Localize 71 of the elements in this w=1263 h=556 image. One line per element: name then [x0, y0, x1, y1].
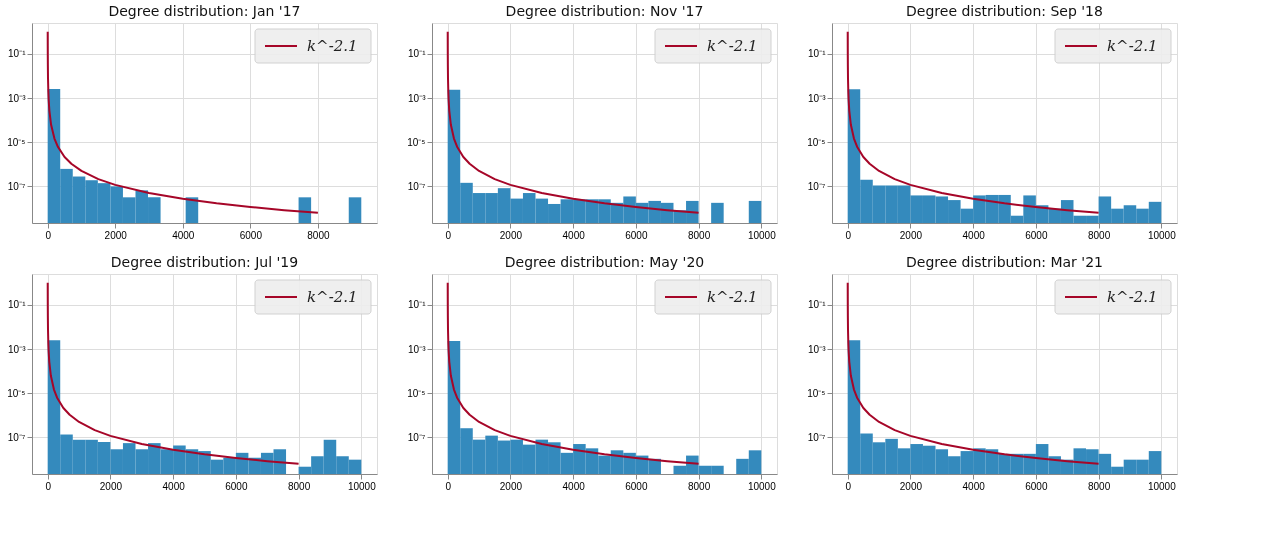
y-tick-label: 10⁻¹: [8, 299, 27, 311]
y-tick-label: 10⁻³: [808, 92, 827, 104]
y-tick-label: 10⁻¹: [808, 299, 827, 311]
x-tick-label: 0: [445, 229, 452, 241]
x-tick-label: 4000: [962, 480, 986, 492]
y-tick-label: 10⁻³: [8, 343, 27, 355]
x-tick-label: 10000: [347, 480, 377, 492]
chart-title: Degree distribution: May '20: [504, 254, 705, 270]
x-tick-label: 6000: [1025, 229, 1048, 241]
chart-title: Degree distribution: Sep '18: [906, 3, 1103, 19]
chart-title: Degree distribution: Jan '17: [108, 3, 301, 19]
y-tick-label: 10⁻³: [808, 343, 827, 355]
chart-title: Degree distribution: Mar '21: [906, 254, 1103, 270]
x-tick-label: 0: [45, 229, 52, 241]
y-tick-label: 10⁻³: [8, 92, 27, 104]
x-tick-label: 8000: [287, 480, 311, 492]
legend-label: k^-2.1: [1107, 37, 1158, 55]
x-tick-label: 10000: [747, 229, 777, 241]
x-tick-label: 10000: [747, 480, 777, 492]
y-tick-label: 10⁻⁷: [7, 431, 26, 443]
x-tick-label: 4000: [562, 229, 586, 241]
x-tick-label: 4000: [962, 229, 986, 241]
x-tick-label: 2000: [899, 480, 923, 492]
y-tick-label: 10⁻⁷: [407, 431, 426, 443]
y-tick-label: 10⁻⁵: [407, 136, 426, 148]
x-tick-label: 8000: [1087, 480, 1111, 492]
x-tick-label: 2000: [899, 229, 923, 241]
x-tick-label: 10000: [1147, 480, 1177, 492]
y-tick-label: 10⁻¹: [8, 48, 27, 60]
y-tick-label: 10⁻⁷: [807, 431, 826, 443]
legend-label: k^-2.1: [707, 288, 758, 306]
x-tick-label: 6000: [1025, 480, 1048, 492]
x-tick-label: 0: [45, 480, 52, 492]
legend-label: k^-2.1: [307, 288, 358, 306]
y-tick-label: 10⁻⁵: [807, 387, 826, 399]
y-tick-label: 10⁻⁷: [407, 180, 426, 192]
y-tick-label: 10⁻¹: [808, 48, 827, 60]
x-tick-label: 8000: [307, 229, 330, 241]
y-tick-label: 10⁻³: [408, 343, 427, 355]
x-tick-label: 8000: [687, 229, 711, 241]
x-tick-label: 0: [845, 229, 852, 241]
legend-label: k^-2.1: [1107, 288, 1158, 306]
x-tick-label: 2000: [499, 480, 523, 492]
x-tick-label: 10000: [1147, 229, 1177, 241]
x-tick-label: 6000: [225, 480, 248, 492]
x-tick-label: 8000: [687, 480, 711, 492]
chart-title: Degree distribution: Jul '19: [110, 254, 299, 270]
x-tick-label: 2000: [104, 229, 128, 241]
y-tick-label: 10⁻⁵: [7, 136, 26, 148]
x-tick-label: 2000: [499, 229, 523, 241]
x-tick-label: 0: [445, 480, 452, 492]
x-tick-label: 4000: [562, 480, 586, 492]
legend-label: k^-2.1: [707, 37, 758, 55]
y-tick-label: 10⁻¹: [408, 48, 427, 60]
legend-label: k^-2.1: [307, 37, 358, 55]
y-tick-label: 10⁻¹: [408, 299, 427, 311]
x-tick-label: 4000: [162, 480, 186, 492]
x-tick-label: 2000: [99, 480, 123, 492]
y-tick-label: 10⁻³: [408, 92, 427, 104]
y-tick-label: 10⁻⁵: [7, 387, 26, 399]
x-tick-label: 8000: [1087, 229, 1111, 241]
x-tick-label: 6000: [239, 229, 263, 241]
y-tick-label: 10⁻⁵: [807, 136, 826, 148]
y-tick-label: 10⁻⁵: [407, 387, 426, 399]
x-tick-label: 6000: [625, 480, 648, 492]
y-tick-label: 10⁻⁷: [807, 180, 826, 192]
x-tick-label: 4000: [172, 229, 195, 241]
y-tick-label: 10⁻⁷: [7, 180, 26, 192]
chart-title: Degree distribution: Nov '17: [505, 3, 704, 19]
x-tick-label: 0: [845, 480, 852, 492]
x-tick-label: 6000: [625, 229, 648, 241]
